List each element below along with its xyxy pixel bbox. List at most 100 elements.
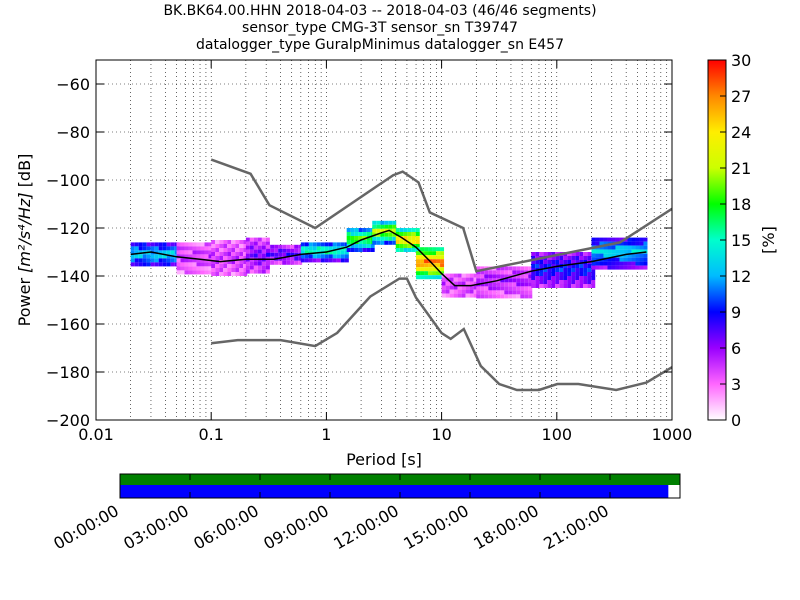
density-cell <box>253 249 258 254</box>
density-cell <box>465 277 470 282</box>
density-cell <box>138 254 143 259</box>
density-cell <box>543 252 548 256</box>
timeline-tick-label: 15:00:00 <box>400 501 472 553</box>
density-cell <box>282 244 287 249</box>
y-axis-ticks: −200 −180 −160 −140 −120 −100 −80 −60 <box>46 75 672 430</box>
density-cell <box>441 289 446 294</box>
density-cell <box>215 260 220 264</box>
density-cell <box>188 242 193 247</box>
density-cell <box>294 248 299 253</box>
density-cell <box>516 282 521 287</box>
y-tick-label: −120 <box>46 219 90 238</box>
density-cell <box>639 245 644 250</box>
density-cell <box>274 252 279 257</box>
density-cell <box>366 228 371 232</box>
density-cell <box>384 236 389 241</box>
density-cell <box>265 241 270 246</box>
density-cell <box>416 255 421 260</box>
density-cell <box>282 256 287 261</box>
density-cell <box>453 293 458 298</box>
density-cell <box>571 252 576 256</box>
density-cell <box>211 256 216 260</box>
density-cell <box>392 236 397 241</box>
density-cell <box>547 256 552 260</box>
density-cell <box>138 258 143 263</box>
density-cell <box>176 262 181 267</box>
density-cell <box>336 250 341 255</box>
density-cell <box>416 271 421 276</box>
density-cell <box>158 246 163 251</box>
density-cell <box>380 232 385 237</box>
density-cell <box>138 246 143 251</box>
density-cell <box>328 246 333 251</box>
density-cell <box>528 282 533 287</box>
density-cell <box>154 262 159 267</box>
density-cell <box>346 232 351 236</box>
chart-title-line-3: datalogger_type GuralpMinimus datalogger… <box>196 37 564 53</box>
density-cell <box>249 253 254 258</box>
density-band <box>211 240 248 276</box>
density-cell <box>579 272 584 276</box>
density-cell <box>223 244 228 248</box>
density-cell <box>282 252 287 257</box>
density-cell <box>154 246 159 251</box>
density-cell <box>508 278 513 283</box>
density-cell <box>366 248 371 252</box>
density-cell <box>504 290 509 295</box>
density-cell <box>261 265 266 270</box>
density-cell <box>134 250 139 255</box>
x-tick-label: 0.01 <box>78 425 114 444</box>
density-cell <box>595 265 600 270</box>
density-cell <box>142 246 147 251</box>
density-cell <box>516 294 521 299</box>
density-cell <box>547 280 552 284</box>
density-cell <box>595 237 600 242</box>
density-cell <box>215 240 220 244</box>
density-cell <box>253 237 258 242</box>
density-cell <box>496 274 501 279</box>
density-cell <box>599 237 604 242</box>
density-cell <box>231 252 236 256</box>
density-cell <box>575 272 580 276</box>
density-cell <box>298 260 303 265</box>
density-cell <box>496 282 501 287</box>
density-cell <box>340 254 345 259</box>
density-cell <box>350 232 355 236</box>
density-cell <box>266 252 271 257</box>
density-cell <box>627 245 632 250</box>
density-cell <box>239 264 244 268</box>
density-cell <box>235 260 240 264</box>
y-tick-label: −140 <box>46 267 90 286</box>
density-cell <box>257 269 262 274</box>
density-cell <box>424 271 429 276</box>
density-cell <box>344 250 349 255</box>
density-cell <box>286 260 291 265</box>
density-cell <box>211 260 216 264</box>
density-cell <box>469 277 474 282</box>
density-cell <box>476 274 481 279</box>
density-cell <box>231 268 236 272</box>
density-cell <box>461 289 466 294</box>
density-cell <box>563 272 568 276</box>
curve-nlnm <box>211 277 672 392</box>
density-cell <box>211 244 216 248</box>
density-cell <box>488 294 493 299</box>
density-cell <box>476 266 481 271</box>
density-cell <box>312 258 317 263</box>
density-cell <box>146 242 151 247</box>
density-cell <box>619 241 624 246</box>
density-cell <box>245 249 250 254</box>
density-cell <box>488 282 493 287</box>
density-cell <box>346 240 351 244</box>
density-cell <box>200 262 205 267</box>
density-cell <box>358 232 363 236</box>
density-cell <box>399 248 404 252</box>
grid-lines <box>96 60 672 421</box>
density-cell <box>324 246 329 251</box>
density-cell <box>158 254 163 259</box>
density-cell <box>170 246 175 251</box>
density-cell <box>535 252 540 256</box>
density-cell <box>324 254 329 259</box>
density-cell <box>559 268 564 272</box>
density-cell <box>282 260 287 265</box>
